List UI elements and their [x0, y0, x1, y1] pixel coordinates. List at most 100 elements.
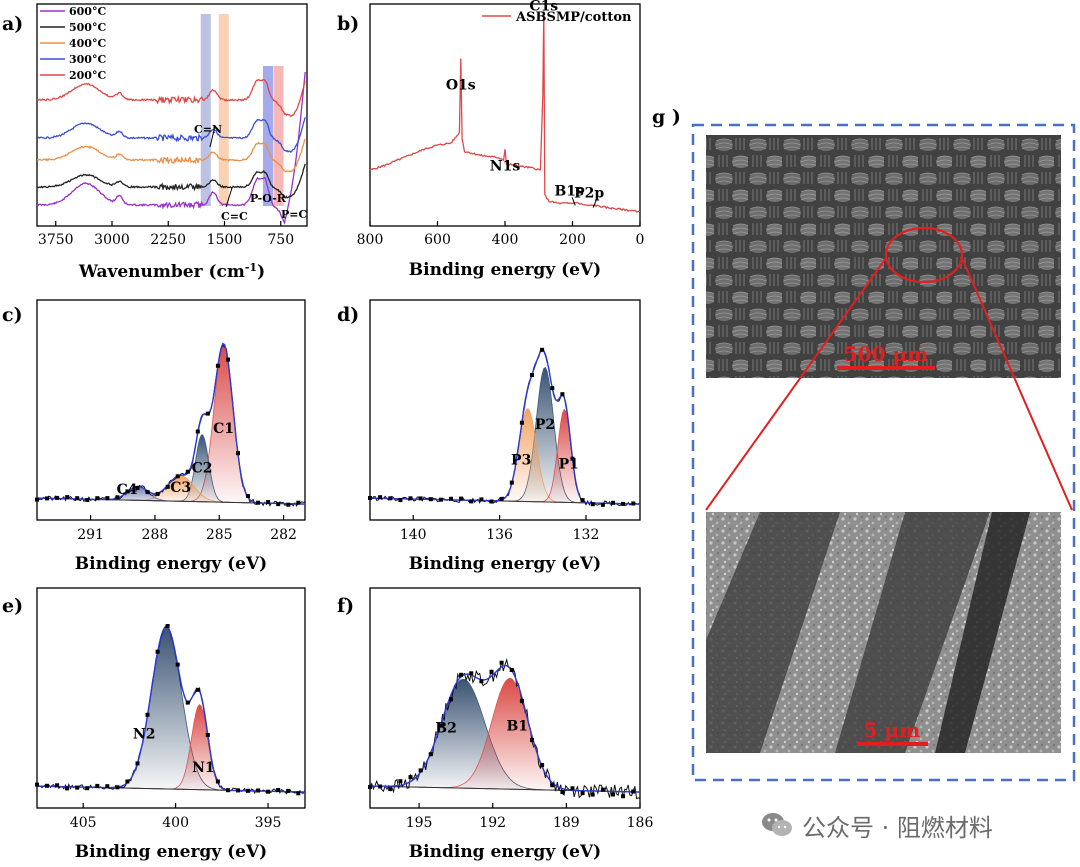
x-tick-label: 195 — [406, 815, 433, 831]
data-point — [75, 496, 80, 501]
data-point — [600, 502, 605, 507]
data-point — [155, 649, 160, 654]
raw-data-line — [369, 349, 641, 507]
axes-frame — [36, 587, 306, 809]
data-point — [45, 783, 49, 788]
component-label: P1 — [559, 456, 579, 472]
data-point — [65, 786, 70, 791]
data-point — [246, 788, 250, 793]
data-point — [428, 752, 433, 757]
data-point — [580, 791, 585, 796]
data-point — [75, 785, 80, 790]
data-point — [256, 788, 261, 793]
x-axis-label: Wavenumber (cm-1) — [78, 261, 265, 282]
legend-label: 200°C — [69, 69, 106, 82]
data-point — [175, 474, 180, 479]
data-point — [631, 789, 636, 794]
data-point — [428, 497, 433, 502]
data-point — [45, 496, 49, 501]
legend-label: ASBSMP/cotton — [515, 10, 632, 25]
panel-a-ftir: a) 600°C 500°C 400°C 300°C 200°C C=N C=CP-O-R… — [2, 3, 308, 282]
legend-label: 300°C — [69, 53, 106, 66]
panel-label: c) — [2, 304, 23, 326]
scale-label-top: 500 μm — [844, 342, 929, 366]
component-p1 — [369, 408, 641, 505]
data-point — [469, 499, 474, 504]
x-axis-label: Binding energy (eV) — [409, 842, 601, 862]
data-point — [115, 785, 120, 790]
data-point — [135, 486, 140, 490]
data-point — [155, 491, 160, 496]
x-tick-label: 291 — [77, 527, 104, 543]
x-axis-label: Binding energy (eV) — [409, 260, 601, 280]
data-point — [499, 660, 504, 665]
data-point — [388, 787, 393, 792]
panel-label: g ) — [652, 106, 681, 128]
data-point — [398, 779, 403, 784]
data-point — [296, 791, 301, 796]
data-point — [459, 496, 464, 501]
arrow — [571, 197, 576, 206]
data-point — [509, 480, 514, 485]
data-point — [499, 496, 504, 501]
data-point — [296, 500, 301, 505]
series-line — [36, 138, 306, 173]
component-label: C1 — [213, 421, 234, 437]
peak-label: N1s — [490, 158, 521, 174]
data-point — [489, 669, 494, 674]
data-point — [489, 499, 494, 504]
data-point — [55, 783, 60, 788]
data-point — [479, 497, 484, 502]
wechat-icon — [762, 813, 792, 836]
data-point — [570, 786, 575, 791]
sem-image-low-mag — [706, 135, 1061, 378]
data-point — [236, 451, 240, 456]
data-point — [479, 679, 484, 684]
band — [273, 66, 284, 206]
fit-envelope — [37, 342, 305, 505]
data-point — [125, 489, 130, 494]
panel-label: b) — [337, 13, 359, 35]
data-point — [408, 775, 413, 780]
zoom-circle — [884, 226, 964, 284]
data-point — [165, 624, 170, 628]
axes-frame — [36, 3, 308, 227]
data-point — [459, 672, 464, 677]
data-point — [286, 788, 291, 793]
data-point — [631, 501, 636, 506]
dashed-frame — [691, 123, 1076, 782]
data-point — [530, 373, 534, 377]
component-n2 — [36, 626, 306, 793]
data-point — [449, 496, 453, 501]
fit-envelope — [370, 664, 640, 793]
data-point — [236, 788, 240, 793]
data-point — [266, 500, 271, 504]
data-point — [226, 357, 230, 362]
x-axis-ticks: 800 600 400 200 0 — [357, 221, 645, 248]
axes-frame — [369, 587, 641, 809]
x-tick-label: 600 — [424, 232, 451, 248]
x-axis-ticks: 3750 3000 2250 1500 750 — [38, 221, 294, 248]
data-point — [195, 429, 200, 434]
data-point — [65, 495, 70, 500]
x-tick-label: 288 — [142, 527, 169, 543]
data-point — [580, 498, 585, 503]
data-point — [540, 347, 545, 352]
x-tick-label: 140 — [400, 527, 427, 543]
data-point — [368, 785, 372, 789]
data-point — [590, 792, 595, 797]
panel-e-n1s: e) N2 N1 405 400 395 Binding energy (eV) — [2, 587, 306, 862]
peak-label: P2p — [574, 186, 604, 202]
data-point — [135, 761, 140, 766]
band — [200, 14, 211, 206]
series-line — [36, 117, 306, 153]
x-tick-label: 0 — [636, 232, 645, 248]
zoom-line-left — [705, 257, 887, 511]
x-tick-label: 189 — [553, 815, 580, 831]
data-point — [519, 698, 524, 703]
panel-label: f) — [337, 595, 354, 617]
legend-label: 600°C — [69, 5, 106, 18]
